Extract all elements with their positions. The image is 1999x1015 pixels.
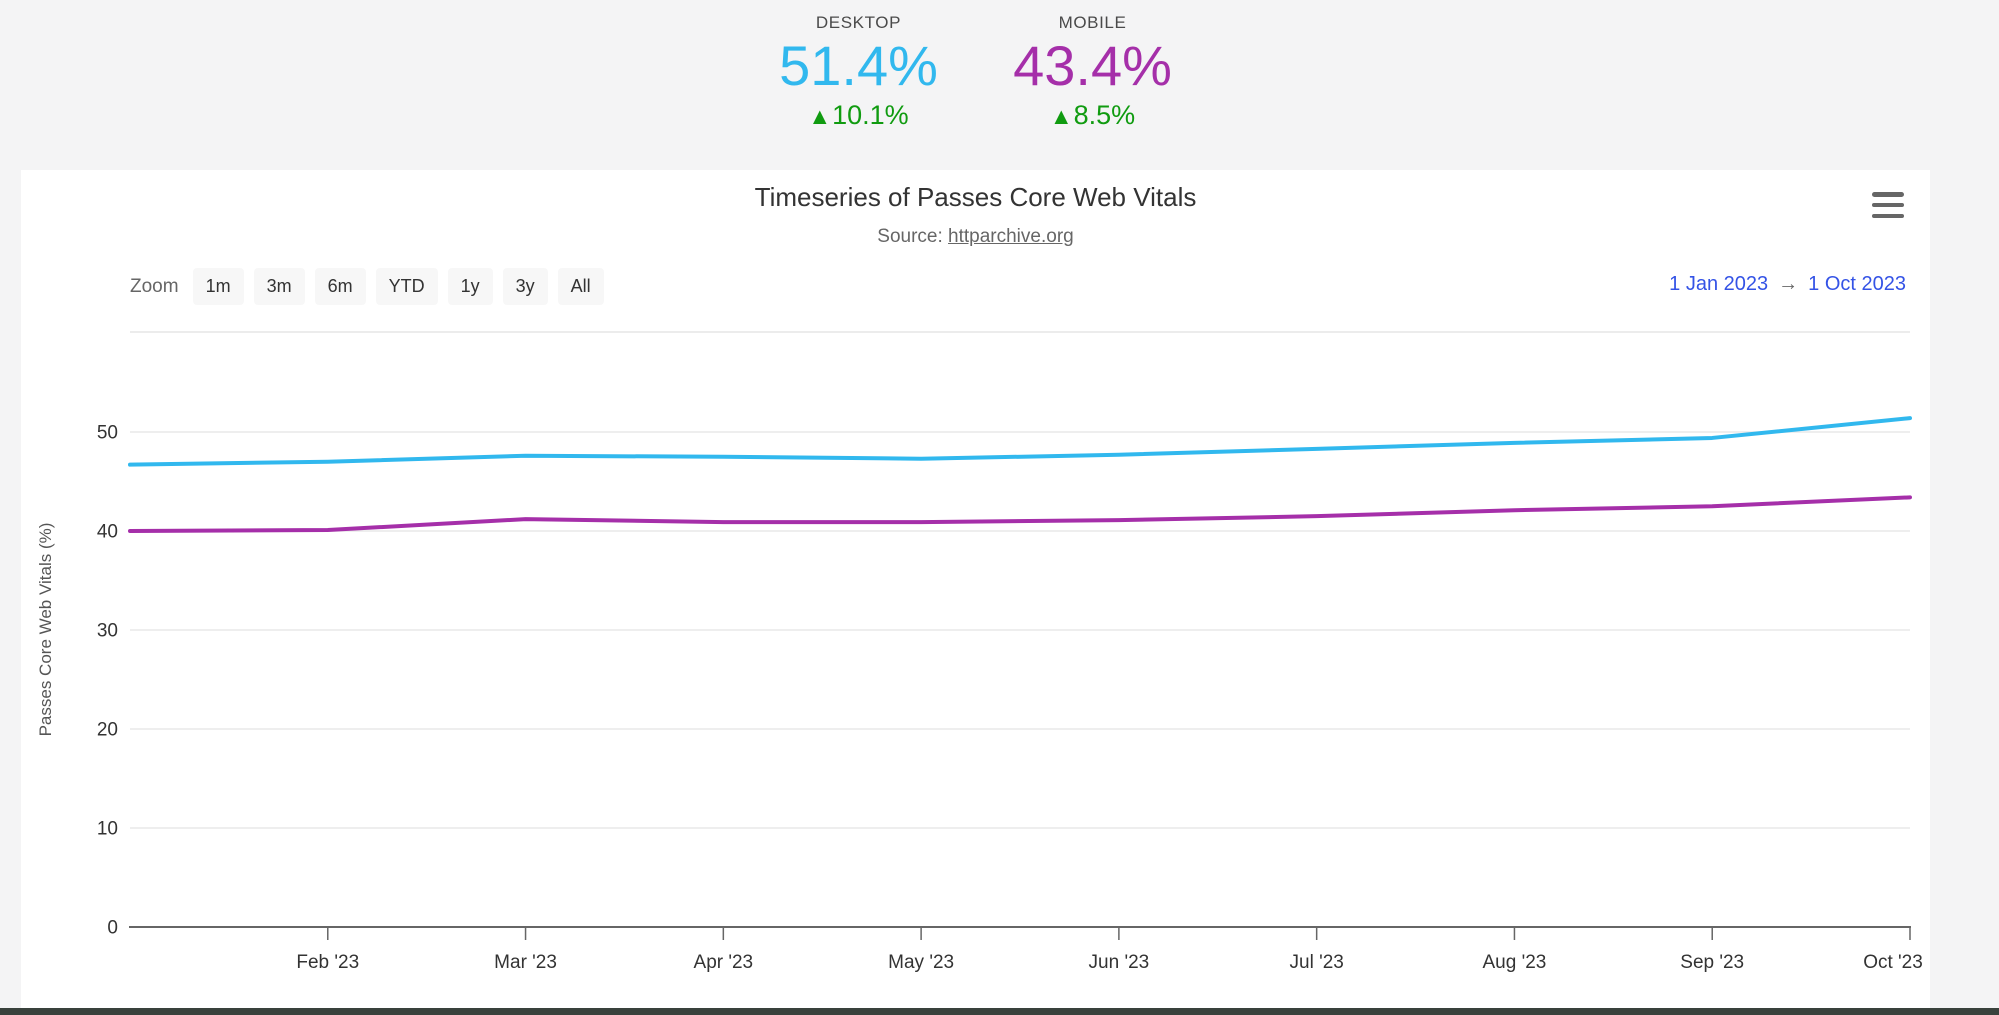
zoom-button-1m[interactable]: 1m [192, 268, 244, 305]
chart-subtitle: Source: httparchive.org [21, 226, 1930, 248]
zoom-button-3m[interactable]: 3m [253, 268, 305, 305]
y-axis-tick-label: 0 [107, 918, 118, 939]
stat-mobile-delta: ▲8.5% [1008, 100, 1178, 131]
subtitle-prefix: Source: [877, 226, 949, 247]
zoom-button-6m[interactable]: 6m [314, 268, 366, 305]
y-axis-tick-label: 40 [97, 522, 118, 543]
stat-mobile-delta-value: 8.5% [1073, 100, 1136, 130]
y-axis-title: Passes Core Web Vitals (%) [36, 523, 55, 737]
stat-desktop-label: DESKTOP [815, 13, 902, 32]
chart-card: Timeseries of Passes Core Web Vitals Sou… [21, 170, 1930, 1008]
x-axis-tick-label: Jul '23 [1290, 952, 1344, 973]
zoom-button-all[interactable]: All [557, 268, 604, 305]
stat-desktop-delta: ▲10.1% [774, 100, 944, 131]
range-from-date[interactable]: 1 Jan 2023 [1669, 273, 1769, 295]
stat-mobile-value: 43.4% [1013, 34, 1172, 97]
up-arrow-icon: ▲ [1049, 103, 1073, 129]
stat-desktop-delta-value: 10.1% [832, 100, 909, 130]
chart-title: Timeseries of Passes Core Web Vitals [754, 182, 1197, 212]
stat-desktop-value: 51.4% [779, 34, 938, 97]
right-arrow-icon: → [1778, 273, 1799, 295]
y-axis-tick-label: 10 [97, 819, 118, 840]
series-line-desktop[interactable] [128, 416, 1912, 467]
zoom-button-ytd[interactable]: YTD [375, 268, 438, 305]
range-selector: Zoom 1m 3m 6m YTD 1y 3y All [130, 268, 604, 305]
x-axis-tick-label: Sep '23 [1680, 952, 1744, 973]
up-arrow-icon: ▲ [808, 103, 832, 129]
timeseries-plot: 0 10 20 30 40 50 Feb '23 Mar '23 Apr '23 May '23 J… [36, 331, 1923, 973]
stat-mobile-label: MOBILE [1058, 13, 1127, 32]
zoom-label: Zoom [130, 275, 179, 297]
x-axis-tick-label: Oct '23 [1863, 952, 1923, 973]
y-axis-tick-label: 20 [97, 720, 118, 741]
source-link[interactable]: httparchive.org [948, 226, 1074, 247]
y-axis-tick-label: 50 [97, 423, 118, 444]
x-axis-tick-label: Feb '23 [296, 952, 359, 973]
hamburger-menu-icon[interactable] [1872, 192, 1904, 218]
x-axis-tick-label: Aug '23 [1483, 952, 1547, 973]
y-axis-tick-label: 30 [97, 621, 118, 642]
x-axis-tick-label: May '23 [888, 952, 954, 973]
zoom-button-3y[interactable]: 3y [502, 268, 548, 305]
zoom-button-1y[interactable]: 1y [447, 268, 493, 305]
x-axis-tick-label: Apr '23 [694, 952, 754, 973]
x-axis-tick-label: Mar '23 [494, 952, 557, 973]
stat-desktop: DESKTOP 51.4% ▲10.1% [774, 0, 944, 170]
date-range-display: 1 Jan 2023 → 1 Oct 2023 [1669, 273, 1906, 296]
stat-mobile: MOBILE 43.4% ▲8.5% [1008, 0, 1178, 170]
stats-header: DESKTOP 51.4% ▲10.1% MOBILE 43.4% ▲8.5% [21, 0, 1930, 170]
bottom-divider-bar [0, 1008, 1999, 1015]
x-axis-tick-label: Jun '23 [1089, 952, 1150, 973]
series-line-mobile[interactable] [128, 495, 1912, 533]
range-to-date[interactable]: 1 Oct 2023 [1808, 273, 1906, 295]
